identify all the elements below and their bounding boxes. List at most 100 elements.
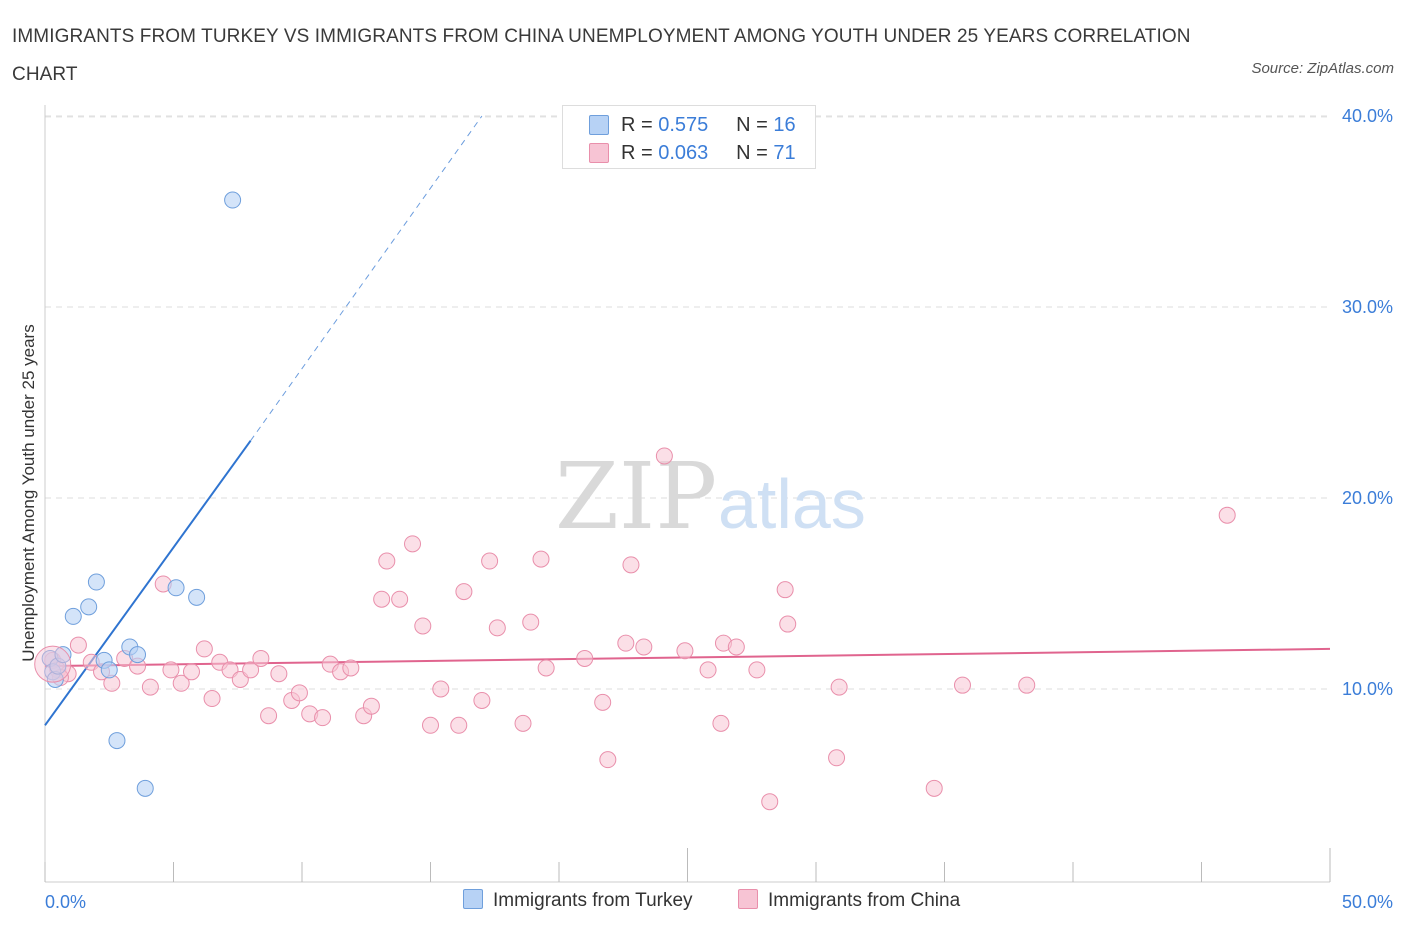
china-point bbox=[242, 661, 260, 679]
turkey-point bbox=[136, 779, 154, 797]
china-point bbox=[761, 793, 779, 811]
china-point bbox=[203, 690, 221, 708]
china-point bbox=[748, 661, 766, 679]
data-points bbox=[34, 191, 1236, 811]
china-point bbox=[488, 619, 506, 637]
r-label: R = bbox=[621, 142, 653, 164]
china-n-value: 71 bbox=[773, 142, 796, 164]
china-point bbox=[404, 535, 422, 553]
china-point bbox=[925, 779, 943, 797]
watermark-zip: ZIP bbox=[555, 443, 717, 550]
china-point bbox=[391, 590, 409, 608]
china-point bbox=[779, 615, 797, 633]
x-tick-label: 50.0% bbox=[1342, 892, 1393, 912]
china-point bbox=[594, 693, 612, 711]
correlation-legend: R = 0.575 N = 16 R = 0.063 N = 71 bbox=[562, 105, 816, 169]
china-swatch bbox=[589, 143, 609, 163]
china-legend-label: Immigrants from China bbox=[768, 890, 961, 911]
china-point bbox=[1018, 676, 1036, 694]
china-point bbox=[635, 638, 653, 656]
bottom-legend-turkey: Immigrants from Turkey bbox=[463, 889, 693, 912]
china-point bbox=[432, 680, 450, 698]
y-tick-label: 30.0% bbox=[1342, 297, 1393, 317]
turkey-swatch bbox=[589, 115, 609, 135]
china-point bbox=[172, 674, 190, 692]
n-label: N = bbox=[736, 142, 768, 164]
turkey-legend-label: Immigrants from Turkey bbox=[493, 890, 693, 911]
trend-lines bbox=[44, 115, 1331, 726]
turkey-point bbox=[54, 646, 72, 664]
y-tick-label: 40.0% bbox=[1342, 106, 1393, 126]
china-point bbox=[481, 552, 499, 570]
china-point bbox=[378, 552, 396, 570]
china-point bbox=[655, 447, 673, 465]
china-point bbox=[712, 714, 730, 732]
x-tick-label: 0.0% bbox=[45, 892, 86, 912]
china-point bbox=[373, 590, 391, 608]
china-point bbox=[727, 638, 745, 656]
turkey-trend-extension bbox=[250, 115, 483, 441]
china-point bbox=[514, 714, 532, 732]
turkey-point bbox=[64, 607, 82, 625]
tick-labels: 10.0% 20.0% 30.0% 40.0% 0.0% 50.0% bbox=[45, 106, 1393, 912]
china-point bbox=[828, 749, 846, 767]
china-point bbox=[532, 550, 550, 568]
source-credit: Source: ZipAtlas.com bbox=[1251, 60, 1394, 77]
china-point bbox=[414, 617, 432, 635]
axes bbox=[44, 105, 1331, 883]
china-point bbox=[599, 751, 617, 769]
turkey-point bbox=[129, 646, 147, 664]
china-point bbox=[422, 716, 439, 734]
china-r-value: 0.063 bbox=[658, 142, 709, 164]
china-point bbox=[450, 716, 468, 734]
china-point bbox=[699, 661, 717, 679]
china-point bbox=[141, 678, 159, 696]
turkey-legend-swatch bbox=[463, 889, 483, 909]
turkey-point bbox=[224, 191, 242, 209]
china-point bbox=[622, 556, 640, 574]
china-point bbox=[830, 678, 848, 696]
china-point bbox=[776, 581, 794, 599]
china-point bbox=[537, 659, 555, 677]
china-point bbox=[260, 707, 278, 725]
n-label: N = bbox=[736, 114, 768, 136]
china-point bbox=[314, 709, 332, 727]
turkey-point bbox=[87, 573, 105, 591]
turkey-point bbox=[108, 732, 126, 750]
china-point bbox=[290, 684, 308, 702]
china-cluster-point bbox=[34, 645, 72, 683]
china-point bbox=[676, 642, 694, 660]
turkey-point bbox=[167, 579, 185, 597]
r-label: R = bbox=[621, 114, 653, 136]
china-point bbox=[162, 661, 180, 679]
china-point bbox=[362, 697, 380, 715]
y-tick-label: 10.0% bbox=[1342, 679, 1393, 699]
watermark-atlas: atlas bbox=[718, 465, 866, 543]
turkey-point bbox=[188, 588, 206, 606]
china-point bbox=[617, 634, 635, 652]
chart-title: IMMIGRANTS FROM TURKEY VS IMMIGRANTS FRO… bbox=[12, 26, 1191, 85]
y-axis-label: Unemployment Among Youth under 25 years bbox=[19, 324, 38, 662]
china-point bbox=[342, 659, 360, 677]
china-point bbox=[69, 636, 87, 654]
bottom-legend-china: Immigrants from China bbox=[738, 889, 960, 912]
turkey-point bbox=[80, 598, 98, 616]
china-point bbox=[455, 583, 473, 601]
china-point bbox=[195, 640, 213, 658]
china-point bbox=[522, 613, 540, 631]
y-tick-label: 20.0% bbox=[1342, 488, 1393, 508]
china-point bbox=[252, 649, 270, 667]
turkey-n-value: 16 bbox=[773, 114, 796, 136]
china-point bbox=[1218, 506, 1236, 524]
china-point bbox=[953, 676, 971, 694]
turkey-trend-line bbox=[44, 440, 252, 726]
china-point bbox=[576, 649, 594, 667]
turkey-point bbox=[100, 661, 118, 679]
china-point bbox=[182, 663, 200, 681]
china-point bbox=[270, 665, 288, 683]
china-point bbox=[473, 691, 491, 709]
china-legend-swatch bbox=[738, 889, 758, 909]
watermark: ZIP atlas bbox=[555, 443, 866, 550]
turkey-r-value: 0.575 bbox=[658, 114, 709, 136]
